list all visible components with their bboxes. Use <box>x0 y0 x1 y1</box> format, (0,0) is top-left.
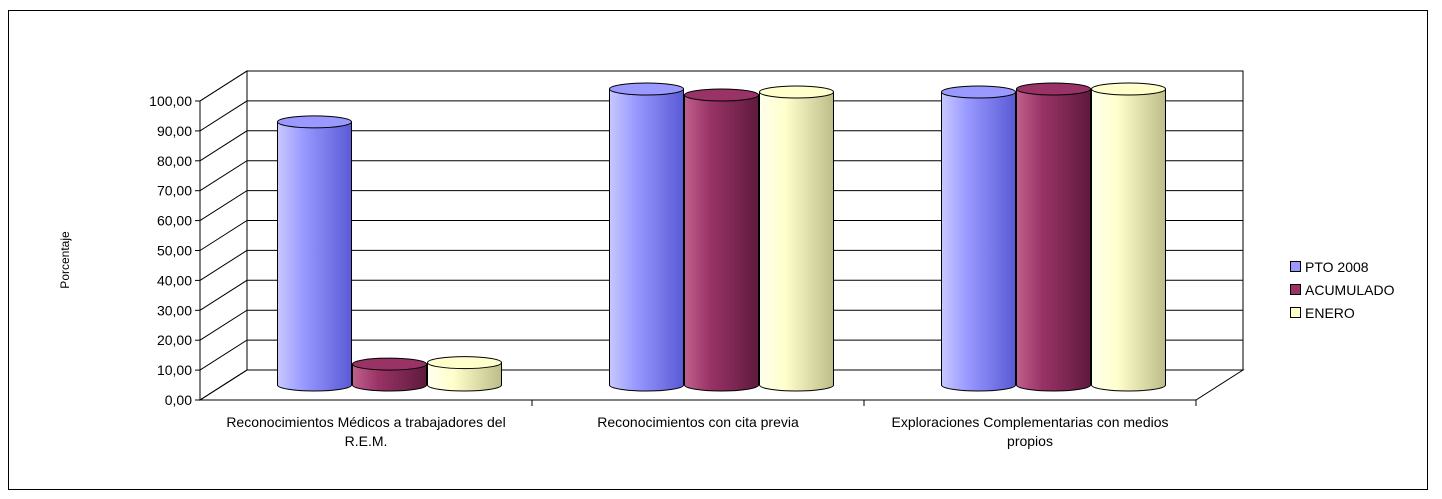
gridline <box>199 100 1243 132</box>
bar-pto-2008-cat2-top <box>609 82 684 96</box>
y-tick-label: 10,00 <box>157 362 192 378</box>
gridline <box>199 249 1243 281</box>
x-tick-label: propios <box>1007 433 1053 449</box>
gridline <box>199 190 1243 222</box>
x-tick-label: Reconocimientos con cita previa <box>597 414 799 430</box>
bar-enero-cat3 <box>1091 88 1166 392</box>
legend-item-enero: ENERO <box>1290 301 1394 324</box>
bar-pto-2008-cat1 <box>277 121 352 392</box>
bar-acumulado-cat1 <box>352 363 427 392</box>
bar-pto-2008-cat1-top <box>277 115 352 129</box>
bar-acumulado-cat2-top <box>684 88 759 102</box>
bar-enero-cat2 <box>759 91 834 392</box>
y-tick-label: 20,00 <box>157 332 192 348</box>
gridline <box>199 220 1243 251</box>
x-tick-label: Exploraciones Complementarias con medios <box>891 414 1168 430</box>
y-tick-label: 50,00 <box>157 243 192 259</box>
y-tick-label: 60,00 <box>157 213 192 229</box>
bar-enero-cat2-top <box>759 85 834 99</box>
legend-label: PTO 2008 <box>1305 258 1369 275</box>
legend-label: ACUMULADO <box>1305 281 1395 298</box>
bar-enero-cat1 <box>427 362 502 392</box>
legend-label: ENERO <box>1305 304 1355 321</box>
bar-enero-cat3-top <box>1091 82 1166 96</box>
legend-item-acumulado: ACUMULADO <box>1290 278 1394 301</box>
y-tick-label: 80,00 <box>157 153 192 169</box>
y-tick-label: 70,00 <box>157 183 192 199</box>
bar-acumulado-cat3 <box>1016 88 1091 392</box>
legend: PTO 2008 ACUMULADO ENERO <box>1290 255 1394 324</box>
bar-pto-2008-cat3 <box>941 91 1016 392</box>
gridline <box>199 369 1243 401</box>
y-tick-label: 100,00 <box>149 93 192 109</box>
legend-swatch-pto-2008 <box>1290 261 1301 272</box>
gridline <box>199 339 1243 371</box>
y-tick-label: 30,00 <box>157 302 192 318</box>
x-tick-label: R.E.M. <box>345 433 388 449</box>
y-tick-label: 0,00 <box>165 392 192 408</box>
gridline <box>199 279 1243 311</box>
legend-swatch-enero <box>1290 307 1301 318</box>
x-tick-label: Reconocimientos Médicos a trabajadores d… <box>226 414 505 430</box>
gridline <box>199 70 1243 102</box>
y-axis-label: Porcentaje <box>58 231 72 289</box>
y-tick-label: 40,00 <box>157 272 192 288</box>
bar-enero-cat1-top <box>427 356 502 370</box>
bar-acumulado-cat1-top <box>352 357 427 371</box>
bar-acumulado-cat3-top <box>1016 82 1091 96</box>
legend-item-pto-2008: PTO 2008 <box>1290 255 1394 278</box>
bar-pto-2008-cat2 <box>609 88 684 392</box>
gridline <box>199 160 1243 192</box>
gridline <box>199 130 1243 162</box>
legend-swatch-acumulado <box>1290 284 1301 295</box>
bar-acumulado-cat2 <box>684 94 759 392</box>
gridline <box>199 309 1243 341</box>
bar-pto-2008-cat3-top <box>941 85 1016 99</box>
y-tick-label: 90,00 <box>157 123 192 139</box>
